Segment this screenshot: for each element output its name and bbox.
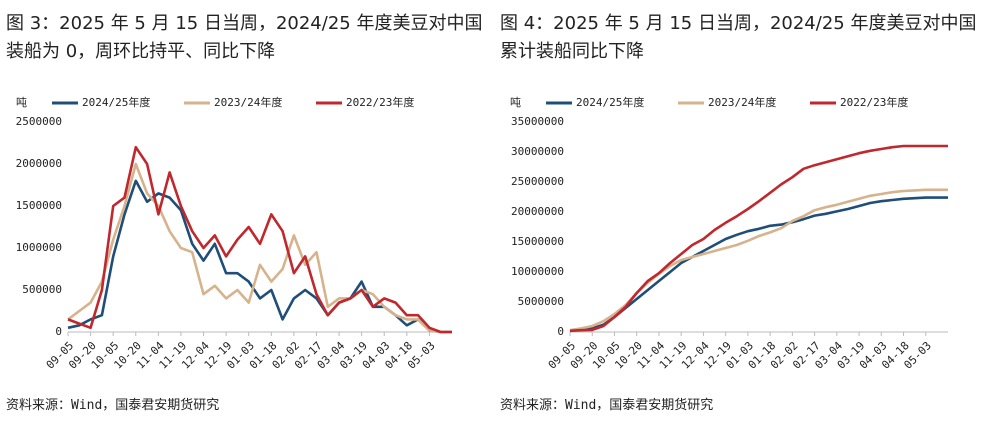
y-tick-label: 0 bbox=[557, 325, 564, 338]
y-tick-label: 2000000 bbox=[16, 157, 62, 170]
chart-title: 图 4：2025 年 5 月 15 日当周，2024/25 年度美豆对中国累计装… bbox=[500, 13, 977, 62]
series-line bbox=[569, 144, 948, 333]
chart-title: 图 3：2025 年 5 月 15 日当周，2024/25 年度美豆对中国装船为… bbox=[6, 13, 483, 62]
legend-label: 2023/24年度 bbox=[708, 95, 776, 109]
y-tick-label: 2500000 bbox=[16, 115, 62, 128]
y-tick-label: 500000 bbox=[22, 283, 62, 296]
series-line bbox=[67, 145, 452, 334]
y-tick-label: 15000000 bbox=[511, 235, 564, 248]
source-note: 资料来源：Wind，国泰君安期货研究 bbox=[500, 398, 714, 413]
y-tick-label: 35000000 bbox=[511, 115, 564, 128]
legend-label: 2024/25年度 bbox=[576, 95, 644, 109]
series-line bbox=[569, 196, 948, 333]
y-tick-label: 20000000 bbox=[511, 205, 564, 218]
y-unit: 吨 bbox=[510, 96, 521, 109]
y-tick-label: 1500000 bbox=[16, 199, 62, 212]
source-note: 资料来源：Wind，国泰君安期货研究 bbox=[6, 398, 220, 413]
y-tick-label: 10000000 bbox=[511, 265, 564, 278]
y-tick-label: 5000000 bbox=[518, 295, 564, 308]
legend-label: 2023/24年度 bbox=[214, 95, 282, 109]
legend-label: 2024/25年度 bbox=[82, 95, 150, 109]
y-tick-label: 30000000 bbox=[511, 145, 564, 158]
y-tick-label: 25000000 bbox=[511, 175, 564, 188]
legend-label: 2022/23年度 bbox=[346, 95, 414, 109]
y-unit: 吨 bbox=[16, 96, 27, 109]
series-line bbox=[67, 162, 452, 334]
series-line bbox=[569, 188, 948, 332]
legend-label: 2022/23年度 bbox=[840, 95, 908, 109]
y-tick-label: 1000000 bbox=[16, 241, 62, 254]
y-tick-label: 0 bbox=[55, 325, 62, 338]
